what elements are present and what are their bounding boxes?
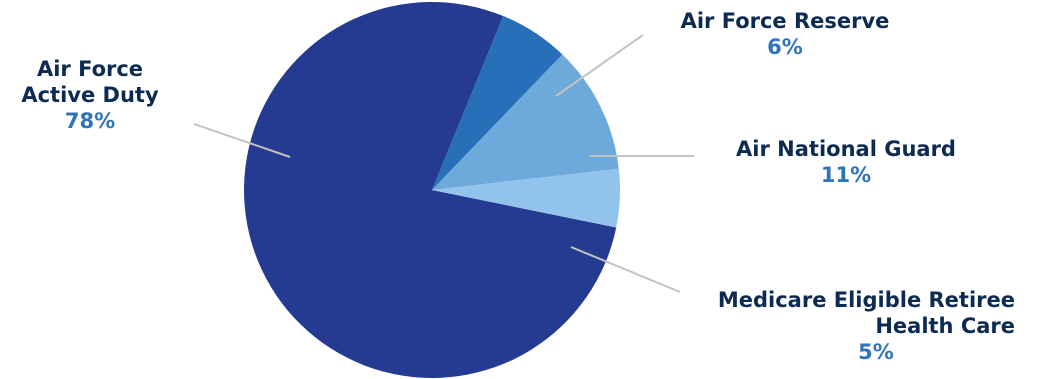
leader-lines — [193, 34, 694, 293]
slice-label-line: Air Force Reserve — [681, 9, 890, 33]
slice-labels: Air Force Active Duty 78% Air Force Reserve… — [21, 9, 1015, 364]
slice-label-line: Active Duty — [21, 83, 159, 107]
slice-label-1: Air Force Active Duty 78% — [21, 57, 159, 133]
pie-slices — [244, 2, 621, 379]
slice-label-line: Medicare Eligible Retiree — [718, 288, 1015, 312]
slice-label-2: Air Force Reserve 6% — [681, 9, 890, 59]
slice-label-3: Air National Guard 11% — [736, 137, 956, 187]
slice-percent: 6% — [767, 35, 803, 59]
slice-label-line: Air Force — [37, 57, 143, 81]
pie-slice-1 — [244, 2, 617, 379]
pie-slice-3 — [432, 54, 619, 190]
leader-line-2 — [555, 34, 644, 97]
slice-percent: 11% — [821, 163, 871, 187]
slice-label-4: Medicare Eligible Retiree Health Care 5% — [718, 288, 1015, 364]
slice-percent: 78% — [65, 109, 115, 133]
slice-label-line: Health Care — [875, 314, 1015, 338]
pie-slice-4 — [432, 168, 621, 228]
slice-label-line: Air National Guard — [736, 137, 956, 161]
slice-percent: 5% — [858, 340, 894, 364]
leader-line-1 — [193, 123, 291, 158]
pie-slice-2 — [432, 16, 563, 191]
leader-line-4 — [570, 246, 681, 293]
